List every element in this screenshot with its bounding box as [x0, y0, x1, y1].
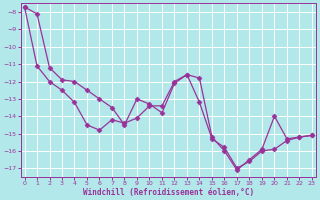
- X-axis label: Windchill (Refroidissement éolien,°C): Windchill (Refroidissement éolien,°C): [83, 188, 254, 197]
